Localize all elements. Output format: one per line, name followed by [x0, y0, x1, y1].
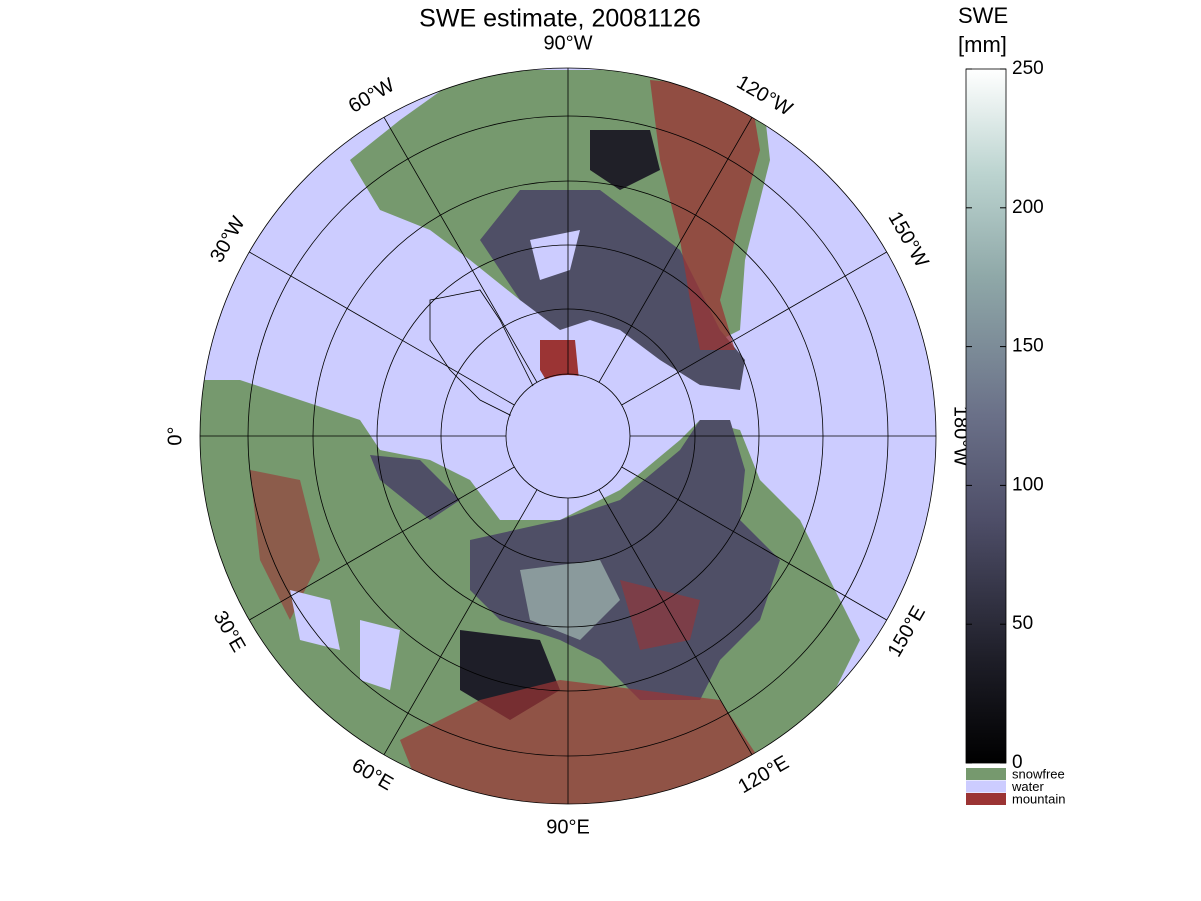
pole-hole — [507, 375, 629, 497]
legend-label: mountain — [1012, 791, 1065, 806]
colorbar-title: SWE — [958, 3, 1008, 28]
colorbar-title: [mm] — [958, 32, 1007, 57]
colorbar-tick-label: 100 — [1012, 474, 1044, 495]
snow-cover — [590, 130, 660, 190]
colorbar-tick-label: 50 — [1012, 613, 1033, 634]
longitude-label: 60°E — [348, 754, 397, 795]
longitude-label: 30°E — [209, 607, 250, 656]
colorbar-tick-label: 250 — [1012, 58, 1044, 79]
meridian — [621, 251, 887, 406]
polar-map — [200, 68, 936, 804]
mountain — [650, 80, 760, 350]
longitude-label: 90°E — [546, 816, 590, 838]
graticule — [199, 67, 937, 805]
legend-swatch — [966, 780, 1006, 793]
mountain — [400, 680, 760, 804]
meridian — [598, 117, 753, 383]
water — [360, 620, 400, 690]
longitude-label: 60°W — [345, 74, 399, 118]
legend-label: water — [1011, 779, 1044, 794]
snow-cover — [370, 455, 460, 520]
longitude-label: 0° — [164, 426, 186, 445]
water — [530, 230, 580, 280]
colorbar — [965, 68, 1007, 764]
longitude-label: 90°W — [543, 32, 592, 54]
snow-cover — [520, 560, 620, 640]
legend-swatch — [966, 768, 1006, 780]
water — [290, 590, 340, 650]
meridian — [249, 466, 515, 621]
colorbar-ticks: 0 50 100 150 200 250 — [966, 58, 1044, 773]
legend-label: snowfree — [1012, 766, 1065, 781]
legend-swatch — [966, 793, 1006, 805]
mountain — [620, 580, 700, 650]
colorbar-tick-label: 200 — [1012, 197, 1044, 218]
colorbar-tick-label: 150 — [1012, 336, 1044, 357]
meridian — [249, 251, 515, 406]
colorbar-tick-label: 0 — [1012, 752, 1023, 773]
meridian — [621, 466, 887, 621]
mountain — [250, 470, 320, 620]
longitude-label: 30°W — [206, 213, 250, 267]
meridian — [598, 489, 753, 755]
meridian — [383, 489, 538, 755]
map-title: SWE estimate, 20081126 — [419, 5, 701, 33]
snow-cover — [470, 420, 780, 700]
meridian — [383, 117, 538, 383]
